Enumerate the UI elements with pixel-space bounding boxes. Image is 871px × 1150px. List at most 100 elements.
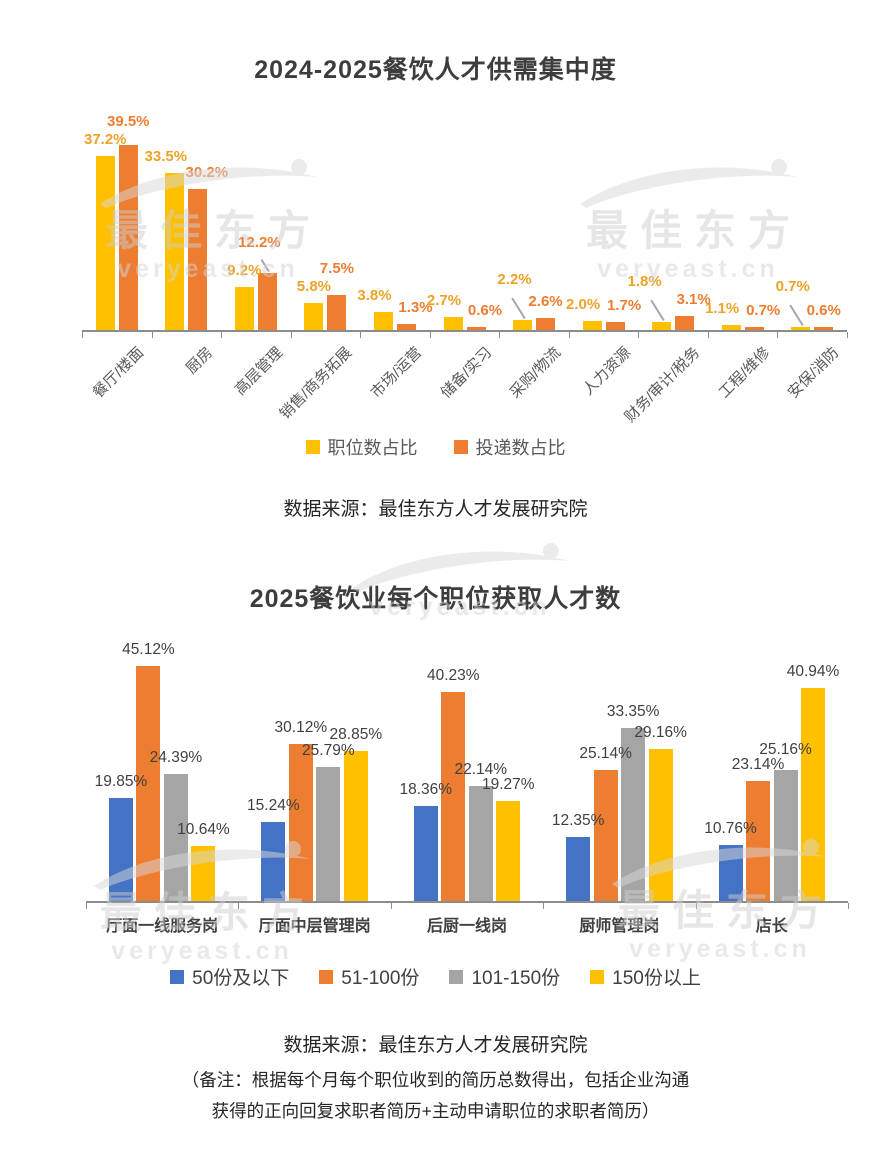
leader-line	[649, 299, 665, 321]
bar	[593, 770, 618, 901]
chart2-note: （备注：根据每个月每个职位收到的简历总数得出，包括企业沟通 获得的正向回复求职者…	[0, 1065, 871, 1127]
data-label: 1.8%	[627, 272, 662, 290]
legend-swatch-yellow	[305, 440, 320, 454]
bar	[396, 323, 416, 330]
bar	[257, 272, 277, 330]
chart1-title: 2024-2025餐饮人才供需集中度	[254, 56, 617, 84]
bar	[108, 797, 133, 901]
bar	[443, 317, 463, 330]
axis-tick	[82, 332, 83, 338]
data-label: 0.7%	[746, 301, 781, 319]
data-label: 2.2%	[497, 270, 532, 288]
bar	[234, 286, 254, 330]
data-label: 30.12%	[274, 719, 328, 737]
data-label: 3.8%	[357, 287, 392, 305]
data-label: 40.94%	[786, 663, 840, 681]
axis-tick	[151, 332, 153, 338]
legend-label-application-share: 投递数占比	[475, 438, 566, 458]
bar	[773, 770, 798, 901]
category-label: 厨师管理岗	[579, 918, 660, 935]
chart1-category-axis: 餐厅/楼面 厨房 高层管理 销售/商务拓展 市场/运营 储备/实习 采购/物流 人力资源 财务/…	[82, 332, 847, 430]
bar	[648, 749, 673, 901]
data-label: 0.7%	[775, 277, 810, 295]
legend-swatch-orange	[453, 440, 468, 454]
note-line-1: （备注：根据每个月每个职位收到的简历总数得出，包括企业沟通	[181, 1070, 690, 1090]
bar	[746, 780, 771, 901]
bar	[373, 312, 393, 330]
data-label: 37.2%	[83, 130, 127, 148]
legend-swatch-gray	[449, 969, 464, 984]
bar	[718, 845, 743, 901]
bar	[191, 845, 216, 901]
legend-label-position-share: 职位数占比	[327, 438, 418, 458]
data-label: 1.3%	[398, 298, 433, 316]
legend-label-over-150: 150份以上	[612, 968, 701, 989]
data-label: 18.36%	[399, 780, 453, 798]
data-label: 33.35%	[606, 702, 660, 720]
bar	[605, 322, 625, 330]
data-label: 12.35%	[551, 811, 605, 829]
chart2-plot: 19.85% 45.12% 24.39% 10.64% 15.24% 30.12% 25.7…	[86, 641, 849, 909]
data-label: 10.76%	[704, 820, 757, 838]
data-label: 2.7%	[426, 292, 462, 310]
category-label: 市场/运营	[367, 344, 426, 402]
bar	[95, 155, 115, 330]
category-label: 人力资源	[579, 344, 634, 399]
category-label: 工程/维修	[715, 344, 773, 402]
bar	[118, 145, 138, 330]
watermark-url-text: veryeast.cn	[629, 935, 811, 963]
data-label: 19.85%	[94, 772, 148, 790]
data-label: 12.2%	[238, 233, 281, 251]
axis-tick	[777, 332, 779, 338]
data-label: 40.23%	[426, 666, 480, 684]
legend-swatch-yellow	[590, 969, 605, 984]
legend-label-under-50: 50份及以下	[192, 968, 290, 989]
data-label: 0.6%	[806, 302, 841, 320]
axis-tick	[543, 903, 545, 909]
category-label: 餐厅/楼面	[89, 344, 147, 402]
chart1-source: 数据来源：最佳东方人才发展研究院	[283, 499, 588, 520]
category-label: 厅面一线服务岗	[106, 918, 219, 935]
category-label: 后厨一线岗	[426, 918, 508, 935]
data-label: 0.6%	[467, 302, 503, 320]
leader-line	[260, 258, 271, 272]
legend-swatch-blue	[170, 969, 185, 984]
axis-tick	[847, 332, 848, 338]
data-label: 2.0%	[565, 295, 601, 313]
axis-tick	[429, 332, 431, 338]
legend-item-101-150: 101-150份	[449, 963, 560, 990]
data-label: 2.6%	[528, 292, 563, 310]
data-label: 15.24%	[247, 796, 300, 814]
legend-item-application-share: 投递数占比	[453, 434, 566, 460]
data-label: 10.64%	[177, 820, 230, 838]
category-label: 高层管理	[231, 344, 287, 399]
axis-tick	[638, 332, 640, 338]
data-label: 7.5%	[319, 259, 355, 277]
data-label: 45.12%	[122, 641, 175, 659]
bar	[566, 836, 591, 901]
data-label: 29.16%	[634, 724, 687, 742]
data-label: 1.7%	[606, 297, 642, 315]
axis-tick	[238, 903, 240, 909]
axis-tick	[86, 903, 87, 909]
legend-label-101-150: 101-150份	[471, 968, 561, 989]
category-label: 储备/实习	[437, 344, 495, 402]
legend-item-position-share: 职位数占比	[305, 434, 418, 460]
bar	[327, 294, 347, 330]
chart1-plot: 37.2% 39.5% 33.5% 30.2% 9.2% 12.2% 5.8% 7.5% 3.8…	[82, 108, 848, 338]
bar	[413, 805, 438, 901]
axis-tick	[290, 332, 292, 338]
data-label: 22.14%	[454, 760, 508, 778]
category-label: 厨房	[183, 344, 217, 378]
bar	[744, 326, 764, 330]
leader-line	[789, 304, 804, 326]
chart2-source: 数据来源：最佳东方人才发展研究院	[283, 1035, 588, 1056]
bar	[801, 688, 826, 901]
data-label: 23.14%	[731, 755, 785, 773]
legend-label-51-100: 51-100份	[341, 968, 420, 989]
data-label: 25.14%	[579, 745, 632, 763]
watermark-url-text: veryeast.cn	[111, 937, 293, 965]
axis-tick	[499, 332, 501, 338]
bar	[791, 326, 811, 330]
